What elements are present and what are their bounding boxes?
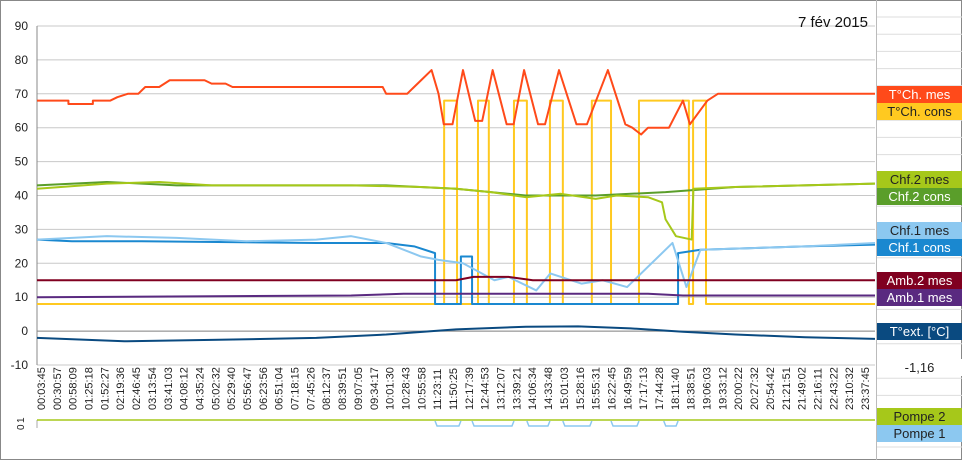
x-tick-label: 06:51:04: [274, 367, 286, 410]
y-tick-label: 10: [15, 290, 29, 304]
x-tick-label: 08:12:37: [321, 367, 333, 410]
y-tick-label: 70: [15, 87, 29, 101]
x-tick-label: 00:30:57: [52, 367, 64, 410]
y-tick-label: 90: [15, 19, 29, 33]
x-tick-label: 08:39:51: [337, 367, 349, 410]
legend-chf1-cons: Chf.1 cons: [877, 239, 962, 256]
y-tick-label: 20: [15, 256, 29, 270]
y-tick-label: 40: [15, 189, 29, 203]
legend-chf2-cons: Chf.2 cons: [877, 188, 962, 205]
legend-pompe1: Pompe 1: [877, 425, 962, 442]
x-tick-label: 13:39:21: [511, 367, 523, 410]
x-tick-label: 13:12:07: [496, 367, 508, 410]
x-tick-label: 07:18:15: [290, 367, 302, 410]
x-tick-label: 23:10:32: [844, 367, 856, 410]
pompe1-segment: [471, 420, 515, 427]
x-tick-label: 01:52:27: [99, 367, 111, 410]
pump-y-label: 1: [16, 417, 27, 423]
x-tick-label: 21:21:51: [781, 367, 793, 410]
series-line-amb-2-mes: [37, 275, 875, 282]
pompe1-segment: [562, 420, 593, 427]
x-tick-label: 00:03:45: [36, 367, 48, 410]
x-tick-label: 14:06:34: [527, 367, 539, 410]
x-tick-label: 05:56:47: [242, 367, 254, 410]
x-tick-label: 22:16:11: [812, 368, 824, 410]
x-tick-label: 09:07:05: [353, 367, 365, 410]
pompe1-segment: [526, 420, 551, 427]
x-tick-label: 02:19:36: [115, 367, 127, 410]
series-line-amb-1-mes: [36, 292, 875, 299]
legend-tch-cons: T°Ch. cons: [877, 103, 962, 120]
series-line-chf-1-cons: [36, 238, 876, 305]
x-tick-label: 15:55:31: [591, 367, 603, 410]
series-line-t-ch-mes: [37, 69, 875, 136]
pompe1-segment: [663, 420, 679, 427]
legend-chf2-mes: Chf.2 mes: [877, 171, 962, 188]
pompe1-segment: [434, 420, 462, 427]
chart-title: 7 fév 2015: [798, 14, 868, 31]
x-tick-label: 00:58:09: [68, 367, 80, 410]
series-line-chf-1-mes: [36, 235, 876, 292]
x-tick-label: 12:44:53: [480, 367, 492, 410]
y-tick-label: 50: [15, 155, 29, 169]
x-tick-label: 05:29:40: [226, 367, 238, 410]
y-tick-label: 0: [21, 324, 28, 338]
x-tick-label: 18:11:40: [670, 368, 682, 410]
x-tick-label: 02:46:45: [131, 367, 143, 410]
x-tick-label: 11:23:11: [432, 369, 444, 410]
x-tick-label: 23:37:45: [860, 367, 872, 410]
x-tick-label: 20:27:32: [749, 367, 761, 410]
legend-text: T°ext. [°C]: [877, 323, 962, 340]
text-value: -1,16: [877, 359, 962, 376]
x-tick-label: 04:35:24: [194, 367, 206, 410]
legend-amb1-mes: Amb.1 mes: [877, 289, 962, 306]
x-tick-label: 06:23:56: [258, 367, 270, 410]
x-tick-label: 17:44:28: [654, 367, 666, 410]
x-tick-label: 15:28:16: [575, 367, 587, 410]
y-tick-label: 80: [15, 53, 29, 67]
x-tick-label: 22:43:22: [828, 367, 840, 410]
legend-pompe2: Pompe 2: [877, 408, 962, 425]
series-line-t-ext-c-: [36, 325, 876, 343]
x-tick-label: 16:22:45: [606, 367, 618, 410]
x-tick-label: 15:01:03: [559, 367, 571, 410]
y-tick-label: -10: [11, 358, 29, 372]
x-tick-label: 01:25:18: [84, 367, 96, 410]
x-tick-label: 07:45:26: [305, 367, 317, 410]
x-tick-label: 12:17:39: [464, 367, 476, 410]
x-tick-label: 16:49:59: [622, 367, 634, 410]
x-tick-label: 10:55:58: [416, 367, 428, 410]
x-tick-label: 04:08:12: [179, 367, 191, 410]
x-tick-label: 20:00:22: [733, 367, 745, 410]
x-tick-label: 11:50:25: [448, 368, 460, 410]
x-tick-label: 10:01:30: [385, 367, 397, 410]
legend-amb2-mes: Amb.2 mes: [877, 272, 962, 289]
x-tick-label: 03:41:03: [163, 367, 175, 410]
y-tick-label: 30: [15, 222, 29, 236]
x-tick-label: 17:17:13: [638, 367, 650, 410]
legend-chf1-mes: Chf.1 mes: [877, 222, 962, 239]
x-tick-label: 21:49:02: [797, 367, 809, 410]
x-tick-label: 20:54:42: [765, 367, 777, 410]
x-tick-label: 03:13:54: [147, 367, 159, 410]
x-tick-label: 10:28:43: [400, 367, 412, 410]
x-tick-label: 09:34:17: [369, 367, 381, 410]
legend-tch-mes: T°Ch. mes: [877, 86, 962, 103]
series-line-chf-2-mes: [36, 180, 876, 241]
x-tick-label: 14:33:48: [543, 367, 555, 410]
x-tick-label: 05:02:32: [210, 367, 222, 410]
x-tick-label: 18:38:51: [686, 367, 698, 410]
pump-y-label: 0: [16, 424, 27, 430]
series-line-t-ch-cons: [37, 99, 875, 305]
y-tick-label: 60: [15, 121, 29, 135]
x-tick-label: 19:33:12: [717, 367, 729, 410]
pompe1-segment: [610, 420, 640, 427]
x-tick-label: 19:06:03: [702, 367, 714, 410]
